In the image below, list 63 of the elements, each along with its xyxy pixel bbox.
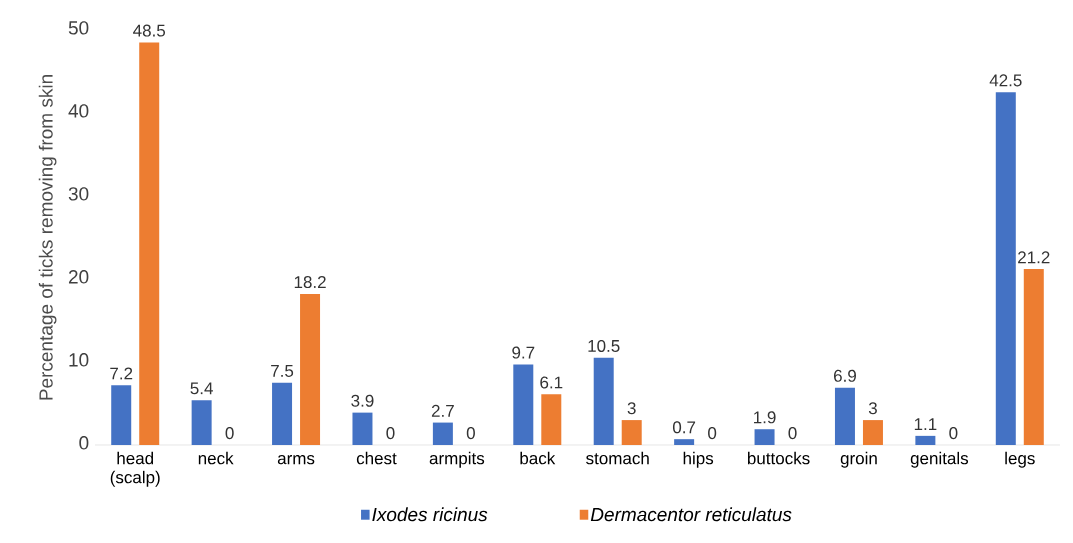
data-label: 1.1 (914, 418, 937, 430)
x-tick-label: buttocks (747, 451, 810, 465)
bar (432, 422, 453, 445)
x-tick-label: head (scalp) (110, 451, 160, 487)
data-label: 5.4 (190, 382, 213, 395)
x-tick-label: genitals (910, 451, 969, 468)
data-label: 0 (788, 427, 797, 440)
legend-label: Ixodes ricinus (372, 507, 488, 522)
x-tick-label: back (520, 451, 556, 465)
data-label: 9.7 (512, 346, 535, 359)
data-label: 7.5 (271, 365, 294, 377)
data-label: 21.2 (1018, 251, 1050, 264)
x-tick-label: hips (683, 451, 714, 468)
data-label: 0.7 (672, 421, 696, 434)
bar (513, 364, 534, 445)
data-label: 3 (627, 402, 636, 415)
data-label: 6.9 (834, 369, 856, 382)
bar (915, 435, 936, 445)
y-tick-label: 30 (68, 187, 89, 201)
bar (834, 387, 855, 445)
data-label: 2.7 (431, 404, 454, 417)
data-label: 6.1 (540, 376, 563, 389)
data-label: 18.2 (294, 276, 326, 289)
x-tick-label: chest (356, 451, 397, 465)
data-label: 42.5 (989, 74, 1022, 87)
x-tick-label: stomach (586, 451, 649, 465)
data-label: 0 (708, 427, 717, 440)
data-label: 3 (868, 402, 877, 415)
y-tick-label: 0 (79, 436, 89, 450)
x-tick-label: arms (277, 455, 315, 465)
y-axis-title: Percentage of ticks removing from skin (38, 75, 57, 400)
data-label: 0 (386, 427, 395, 440)
data-label: 10.5 (588, 339, 620, 352)
y-tick-label: 40 (68, 104, 89, 118)
legend-label: Dermacentor reticulatus (590, 507, 792, 522)
y-tick-label: 50 (68, 21, 89, 35)
bar (139, 42, 160, 445)
bar (111, 385, 132, 445)
bar (300, 293, 321, 445)
bar (674, 439, 695, 445)
data-label: 1.9 (754, 411, 776, 424)
bar (1023, 269, 1044, 445)
data-label: 48.5 (133, 24, 166, 37)
x-tick-label: armpits (429, 451, 485, 468)
bar (191, 400, 212, 445)
bar (272, 382, 293, 445)
data-label: 0 (225, 427, 234, 440)
data-label: 3.9 (351, 394, 374, 407)
data-label: 0 (466, 427, 475, 440)
data-label: 0 (949, 427, 958, 440)
y-tick-label: 10 (69, 353, 89, 367)
bar (593, 357, 614, 445)
x-tick-label: legs (1005, 451, 1035, 468)
bar (995, 92, 1016, 445)
data-label: 7.2 (110, 367, 133, 380)
bar (862, 420, 883, 445)
bar (621, 420, 642, 445)
x-tick-label: neck (198, 451, 234, 465)
bar (541, 394, 562, 445)
bar (352, 412, 373, 445)
bar (754, 429, 775, 445)
x-tick-label: groin (840, 451, 877, 468)
y-tick-label: 20 (68, 270, 89, 284)
